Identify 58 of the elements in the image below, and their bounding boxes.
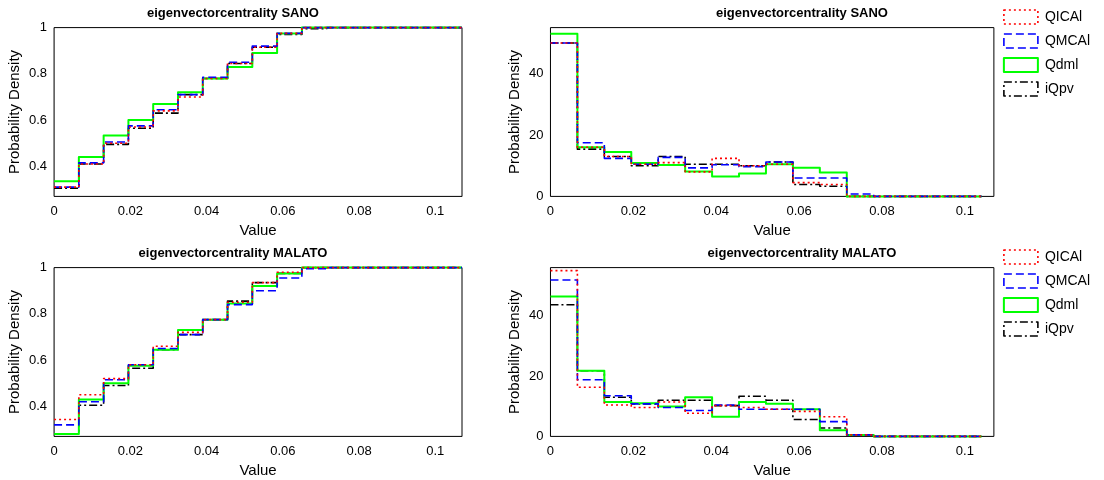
legend-label: Qdml	[1044, 55, 1079, 72]
x-axis-title: Value	[239, 461, 277, 479]
chart-title: eigenvectorcentrality SANO	[147, 5, 319, 21]
x-tick-label: 0.06	[786, 202, 812, 218]
chart-title: eigenvectorcentrality SANO	[716, 5, 888, 21]
x-tick-label: 0.04	[193, 442, 220, 458]
x-tick-label: 0.04	[703, 202, 729, 218]
legend-label: QMCAl	[1044, 271, 1091, 288]
y-tick-label: 20	[528, 126, 544, 142]
y-tick-label: 40	[528, 65, 544, 81]
legend-label: QICAl	[1044, 247, 1083, 264]
x-tick-label: 0.1	[955, 202, 974, 218]
x-tick-label: 0.04	[193, 202, 220, 218]
y-tick-label: 0.6	[28, 351, 48, 367]
x-tick-label: 0.02	[620, 202, 646, 218]
x-tick-label: 0.08	[346, 442, 372, 458]
y-axis-title: Probability Density	[505, 49, 523, 175]
x-tick-label: 0	[50, 442, 58, 458]
x-tick-label: 0.02	[117, 442, 143, 458]
y-tick-label: 0	[536, 187, 544, 203]
x-tick-label: 0.1	[426, 442, 445, 458]
y-tick-label: 0	[536, 427, 544, 443]
y-axis-title: Probability Density	[5, 49, 23, 175]
legend-label: QMCAl	[1044, 31, 1091, 48]
x-tick-label: 0.04	[703, 442, 729, 458]
x-tick-label: 0.02	[117, 202, 143, 218]
x-tick-label: 0	[546, 442, 555, 458]
x-axis-title: Value	[753, 221, 791, 239]
y-axis-title: Probability Density	[5, 289, 23, 415]
chart-title: eigenvectorcentrality MALATO	[707, 245, 897, 261]
x-axis-title: Value	[753, 461, 791, 479]
x-tick-label: 0.08	[869, 442, 895, 458]
y-tick-label: 1	[39, 19, 48, 35]
y-tick-label: 0.4	[28, 157, 48, 173]
y-tick-label: 20	[528, 367, 544, 383]
x-tick-label: 0	[546, 202, 555, 218]
x-tick-label: 0.1	[955, 442, 974, 458]
y-axis-title: Probability Density	[505, 289, 523, 415]
x-tick-label: 0.06	[270, 202, 296, 218]
x-tick-label: 0	[50, 202, 58, 218]
legend-label: Qdml	[1044, 295, 1079, 312]
x-tick-label: 0.06	[270, 442, 296, 458]
y-tick-label: 0.6	[28, 111, 48, 127]
legend-label: QICAl	[1044, 7, 1083, 24]
legend-label: iQpv	[1044, 79, 1074, 96]
x-tick-label: 0.08	[346, 202, 372, 218]
y-tick-label: 1	[39, 259, 48, 275]
legend-label: iQpv	[1044, 319, 1074, 336]
x-tick-label: 0.08	[869, 202, 895, 218]
x-tick-label: 0.1	[426, 202, 445, 218]
x-tick-label: 0.02	[620, 442, 646, 458]
x-tick-label: 0.06	[786, 442, 812, 458]
x-axis-title: Value	[239, 221, 277, 239]
y-tick-label: 0.8	[28, 305, 48, 321]
chart-title: eigenvectorcentrality MALATO	[138, 245, 328, 261]
y-tick-label: 0.8	[28, 65, 48, 81]
y-tick-label: 0.4	[28, 397, 48, 413]
y-tick-label: 40	[528, 307, 544, 323]
